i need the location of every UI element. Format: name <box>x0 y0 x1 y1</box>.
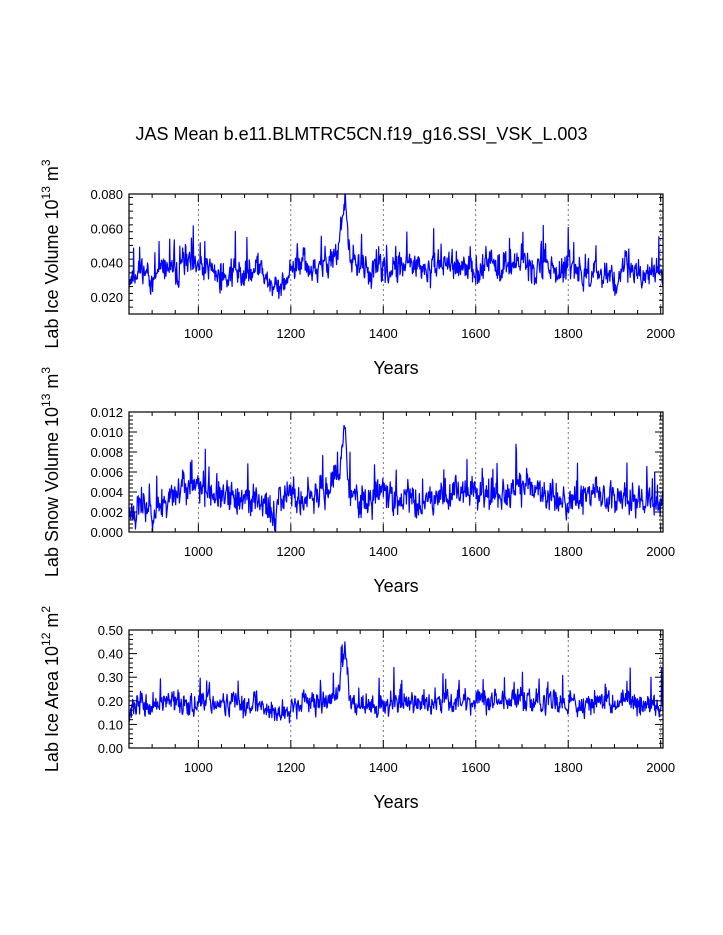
y-tick-label: 0.010 <box>90 425 123 440</box>
y-tick-label: 0.006 <box>90 465 123 480</box>
x-axis-title: Years <box>373 792 418 812</box>
plot-frame <box>128 193 664 315</box>
x-tick-label: 1600 <box>461 544 490 559</box>
x-tick-label: 1200 <box>276 326 305 341</box>
y-tick-label: 0.080 <box>90 187 123 202</box>
x-tick-label: 2000 <box>646 544 675 559</box>
x-tick-label: 1000 <box>184 760 213 775</box>
y-tick-label: 0.002 <box>90 505 123 520</box>
chart-panel-3: 1000 1200 1400 1600 1800 2000 0.00 0.10 0.20 0.30… <box>39 606 675 812</box>
x-tick-label: 1800 <box>554 326 583 341</box>
x-tick-label: 1800 <box>554 760 583 775</box>
x-tick-label: 1400 <box>369 326 398 341</box>
y-axis-title: Lab Ice Volume 1013 m3 <box>39 159 62 348</box>
y-tick-label: 0.00 <box>98 741 123 756</box>
x-tick-label: 1000 <box>184 326 213 341</box>
chart-panel-1: 1000 1200 1400 1600 1800 2000 0.020 0.040 0.060 0… <box>39 159 675 378</box>
chart-panel-2: 1000 1200 1400 1600 1800 2000 0.000 0.002 0.004 0… <box>39 367 675 596</box>
x-tick-label: 1800 <box>554 544 583 559</box>
x-tick-label: 1600 <box>461 326 490 341</box>
series-line <box>128 641 664 724</box>
x-tick-label: 1200 <box>276 544 305 559</box>
y-tick-label: 0.000 <box>90 525 123 540</box>
y-tick-label: 0.20 <box>98 694 123 709</box>
y-tick-label: 0.40 <box>98 647 123 662</box>
x-tick-label: 2000 <box>646 326 675 341</box>
x-tick-label: 1000 <box>184 544 213 559</box>
x-tick-label: 1400 <box>369 544 398 559</box>
chart-main-title: JAS Mean b.e11.BLMTRC5CN.f19_g16.SSI_VSK… <box>135 124 588 144</box>
y-tick-label: 0.008 <box>90 445 123 460</box>
y-tick-label: 0.50 <box>98 623 123 638</box>
y-axis-title: Lab Snow Volume 1013 m3 <box>39 367 62 577</box>
y-tick-label: 0.004 <box>90 485 123 500</box>
x-axis-title: Years <box>373 358 418 378</box>
x-tick-label: 1600 <box>461 760 490 775</box>
x-tick-label: 1400 <box>369 760 398 775</box>
y-tick-label: 0.10 <box>98 717 123 732</box>
y-tick-label: 0.060 <box>90 221 123 236</box>
y-tick-label: 0.30 <box>98 670 123 685</box>
x-tick-label: 2000 <box>646 760 675 775</box>
y-tick-label: 0.040 <box>90 256 123 271</box>
series-line <box>128 193 664 300</box>
x-tick-label: 1200 <box>276 760 305 775</box>
y-tick-label: 0.020 <box>90 290 123 305</box>
y-tick-label: 0.012 <box>90 405 123 420</box>
series-line <box>128 424 664 533</box>
y-axis-title: Lab Ice Area 1012 m2 <box>39 606 62 772</box>
x-axis-title: Years <box>373 576 418 596</box>
plot-frame <box>128 629 664 749</box>
